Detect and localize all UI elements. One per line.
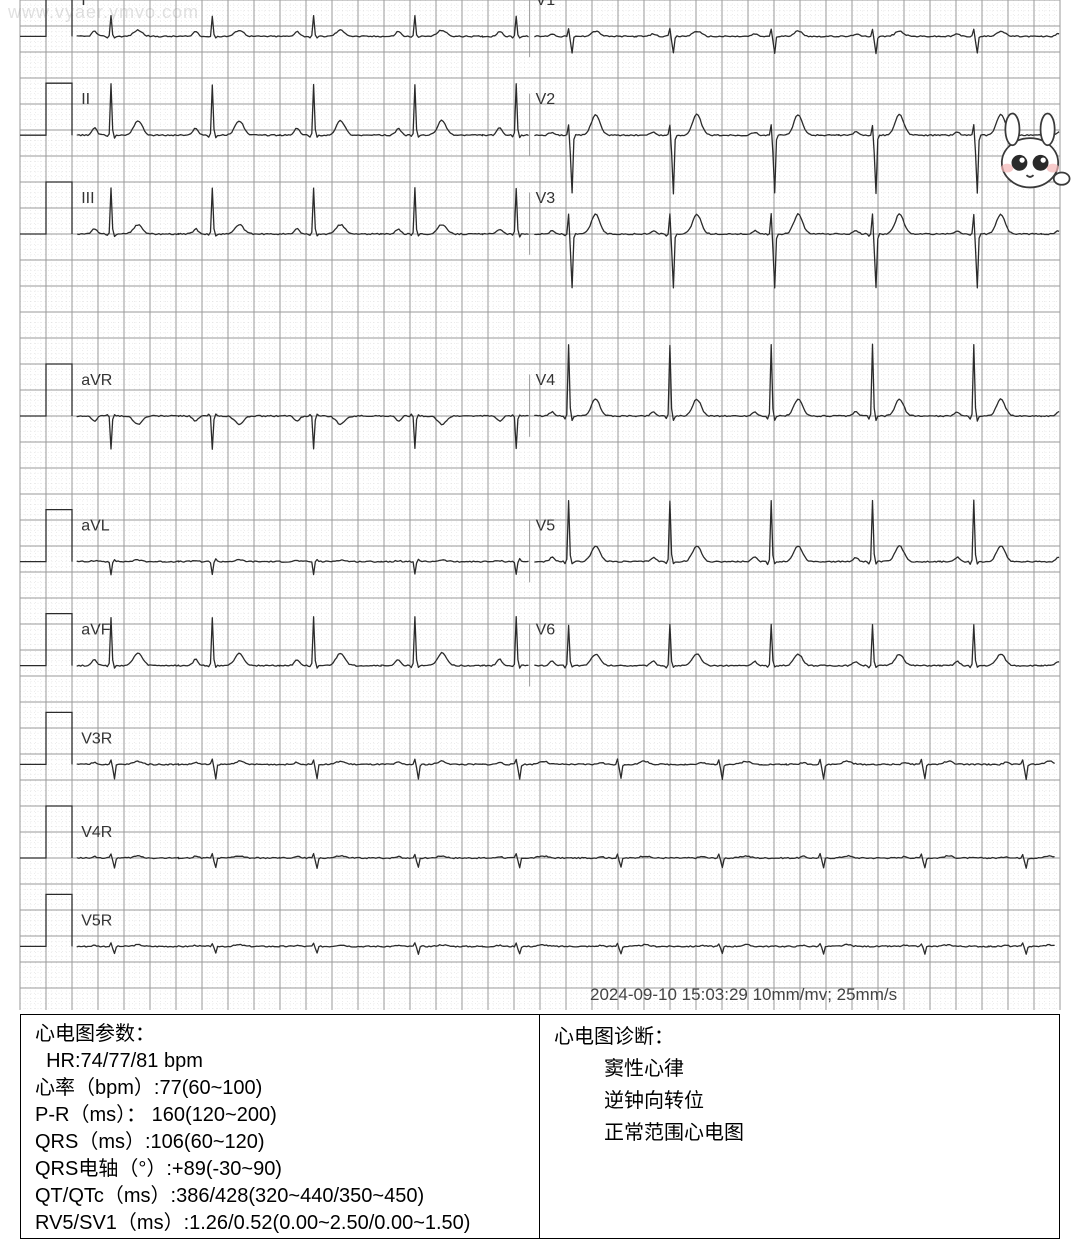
lead-label: V5R (81, 913, 112, 930)
parameter-line: P-R（ms）： 160(120~200) (35, 1102, 525, 1129)
parameter-line: HR:74/77/81 bpm (35, 1048, 525, 1075)
lead-label: V5 (536, 517, 556, 534)
lead-label: aVR (81, 372, 112, 389)
lead-label: V4 (536, 372, 556, 389)
lead-label: V3 (536, 190, 556, 207)
lead-label: V4R (81, 824, 112, 841)
watermark-text: www.vyaer.ymvo.com (8, 2, 199, 23)
diagnosis-column: 心电图诊断： 窦性心律逆钟向转位正常范围心电图 (540, 1015, 1059, 1238)
diagnosis-item: 正常范围心电图 (554, 1117, 1045, 1149)
lead-label: V1 (536, 0, 556, 9)
report-info-panel: 心电图参数： HR:74/77/81 bpm心率（bpm）:77(60~100)… (20, 1014, 1060, 1239)
scale-footer-text: 2024-09-10 15:03:29 10mm/mv; 25mm/s (590, 985, 897, 1004)
parameter-line: RV5/SV1（ms）:1.26/0.52(0.00~2.50/0.00~1.5… (35, 1210, 525, 1237)
lead-label: III (81, 190, 94, 207)
parameters-title: 心电图参数： (35, 1021, 525, 1048)
parameter-line: QT/QTc（ms）:386/428(320~440/350~450) (35, 1183, 525, 1210)
lead-label: II (81, 91, 90, 108)
ecg-report: www.vyaer.ymvo.com IV1IIV2IIIV3aVRV4aVLV… (0, 0, 1080, 1253)
diagnosis-item: 逆钟向转位 (554, 1085, 1045, 1117)
parameter-line: 心率（bpm）:77(60~100) (35, 1075, 525, 1102)
lead-label: aVL (81, 517, 110, 534)
lead-label: V6 (536, 621, 556, 638)
lead-label: V2 (536, 91, 556, 108)
diagnosis-title: 心电图诊断： (554, 1021, 1045, 1053)
parameter-line: QRS（ms）:106(60~120) (35, 1129, 525, 1156)
parameter-line: QRS电轴（°）:+89(-30~90) (35, 1156, 525, 1183)
diagnosis-item: 窦性心律 (554, 1053, 1045, 1085)
lead-label: V3R (81, 731, 112, 748)
parameters-column: 心电图参数： HR:74/77/81 bpm心率（bpm）:77(60~100)… (21, 1015, 540, 1238)
lead-label: aVF (81, 621, 111, 638)
